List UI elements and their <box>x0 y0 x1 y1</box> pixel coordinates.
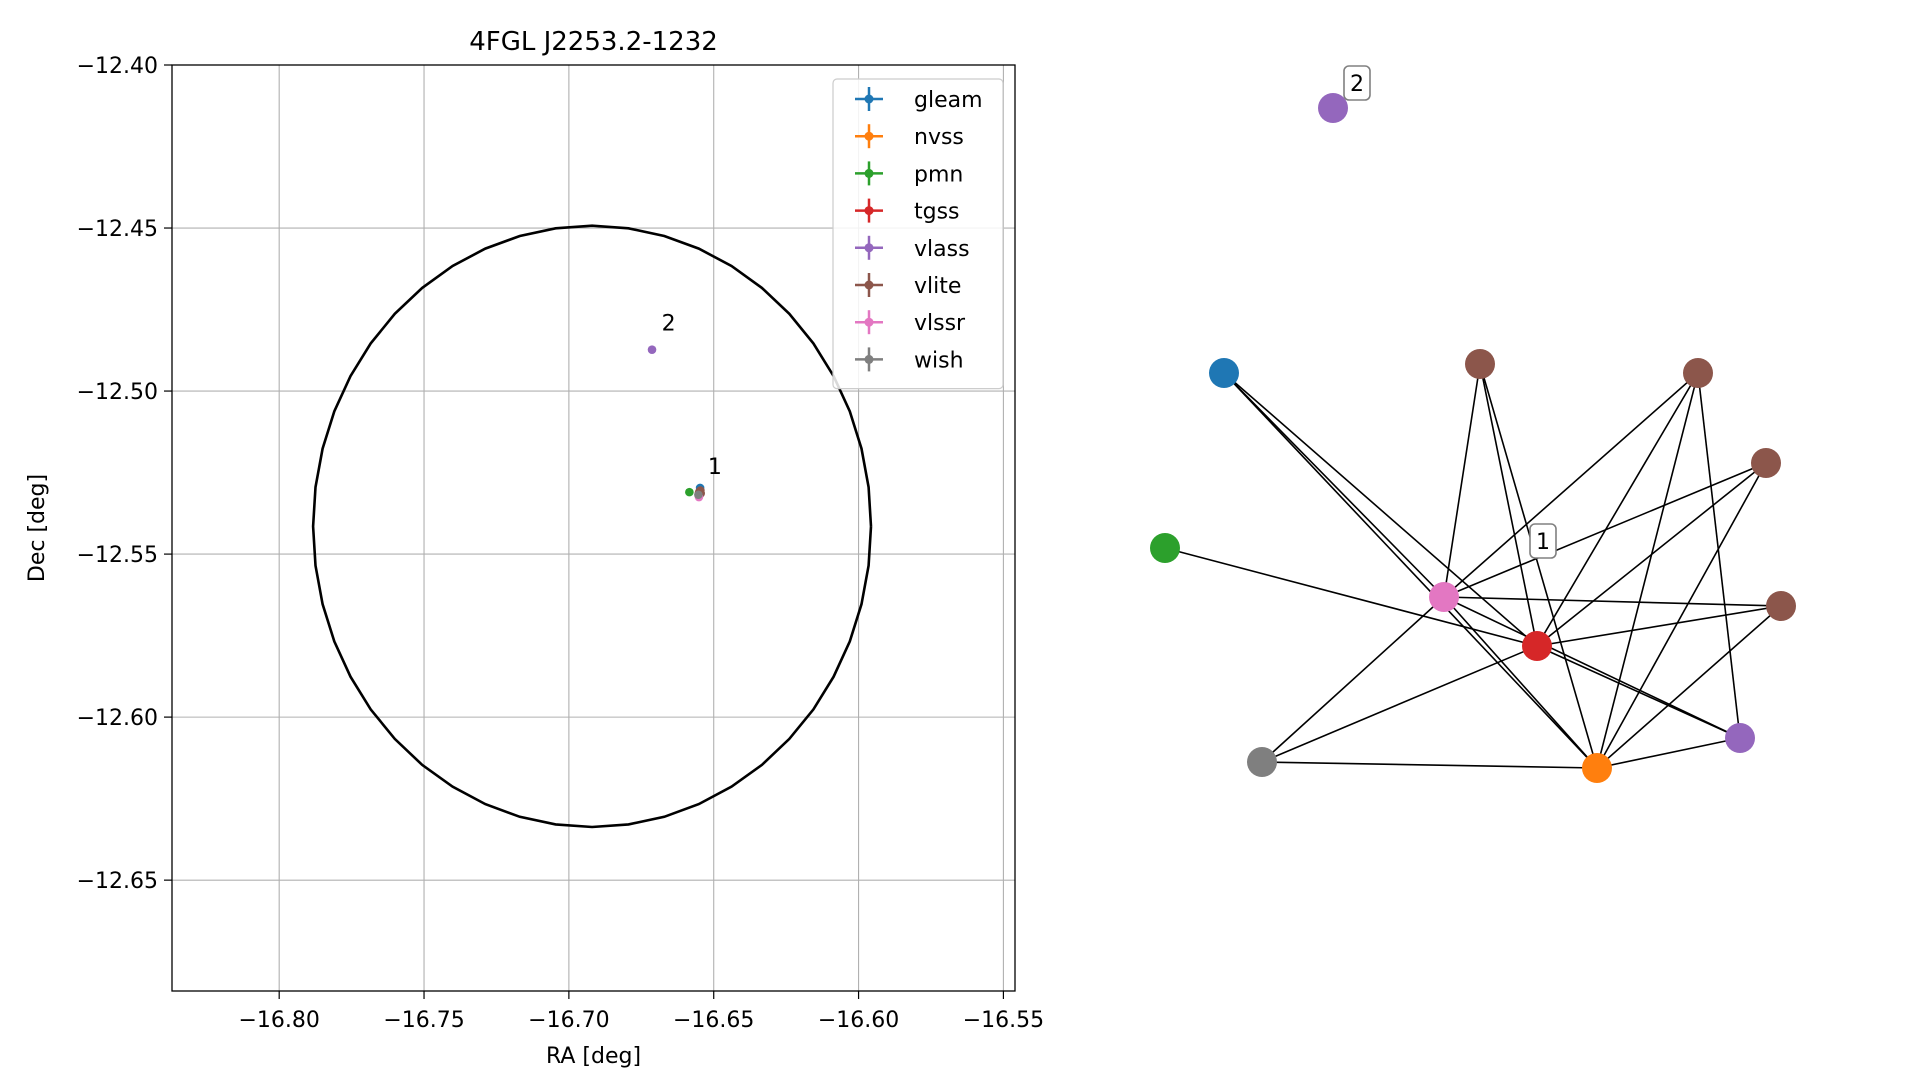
edge-vlssr-nvss <box>1443 596 1598 769</box>
legend-marker <box>864 168 874 178</box>
node-nvss <box>1582 753 1612 783</box>
network-label-text: 2 <box>1350 72 1364 97</box>
legend-label: vlssr <box>914 311 966 336</box>
ellipse-outline <box>311 224 873 829</box>
legend-entry-tgss: tgss <box>855 198 960 225</box>
legend-label: vlite <box>914 274 961 299</box>
edge-vlass_1-vlite_b <box>1697 372 1741 739</box>
annotation-label: 2 <box>662 312 676 337</box>
network-nodes <box>1150 93 1796 783</box>
network-edges <box>1164 363 1782 769</box>
edge-nvss-vlite_a <box>1479 363 1598 769</box>
legend-entry-vlass: vlass <box>855 235 970 262</box>
legend-marker <box>864 131 874 141</box>
legend-entry-nvss: nvss <box>855 124 964 150</box>
label-box-border <box>1343 65 1371 101</box>
legend-entry-vlssr: vlssr <box>855 310 966 336</box>
node-vlass_2 <box>1318 93 1348 123</box>
legend-label: nvss <box>914 125 964 150</box>
edge-nvss-vlite_c <box>1596 462 1767 769</box>
chart-title: 4FGL J2253.2-1232 <box>469 27 718 57</box>
edge-gleam-vlssr <box>1223 372 1445 598</box>
legend-label: pmn <box>914 162 963 187</box>
marker-pmn <box>685 487 694 497</box>
network-label-box: 2 <box>1343 65 1371 101</box>
legend-marker <box>864 206 874 216</box>
legend: gleam nvss pmn tgss vlass vlite vlssr wish <box>832 78 1004 390</box>
edge-gleam-nvss <box>1223 372 1598 769</box>
x-tick-label: −16.60 <box>818 1008 899 1033</box>
y-tick-label: −12.40 <box>77 54 158 79</box>
node-vlite_d <box>1766 591 1796 621</box>
marker-vlass <box>647 345 657 354</box>
edge-gleam-tgss <box>1223 372 1538 647</box>
node-wish <box>1247 747 1277 777</box>
edge-nvss-vlite_b <box>1596 372 1699 769</box>
edge-wish-tgss <box>1261 645 1538 763</box>
y-tick-label: −12.50 <box>77 380 158 405</box>
legend-label: tgss <box>914 200 960 225</box>
node-vlssr <box>1429 582 1459 612</box>
sky-position-plot: 12 −16.80 −16.75 −16.70 −16.65 −16.60 −16.55 … <box>25 27 1044 1069</box>
legend-marker <box>864 94 874 104</box>
plot-frame <box>171 64 1016 992</box>
legend-box <box>832 78 1004 390</box>
x-tick-label: −16.70 <box>528 1008 609 1033</box>
legend-marker <box>864 243 874 253</box>
edge-nvss-vlite_d <box>1596 605 1782 769</box>
legend-entry-wish: wish <box>855 347 964 373</box>
node-vlass_1 <box>1725 723 1755 753</box>
edge-pmn-tgss <box>1164 547 1538 647</box>
node-gleam <box>1209 358 1239 388</box>
edge-vlssr-vlite_b <box>1443 372 1699 598</box>
source-markers <box>647 345 705 502</box>
y-axis-label: Dec [deg] <box>25 474 50 582</box>
x-tick-label: −16.80 <box>238 1008 319 1033</box>
node-vlite_c <box>1751 448 1781 478</box>
edge-tgss-vlite_a <box>1479 363 1538 647</box>
label-box-border <box>1529 523 1557 559</box>
x-tick-label: −16.65 <box>673 1008 754 1033</box>
edge-vlssr-vlite_a <box>1443 363 1481 598</box>
y-axis-ticks: −12.40 −12.45 −12.50 −12.55 −12.60 −12.65 <box>77 54 172 894</box>
legend-label: gleam <box>914 88 983 113</box>
legend-marker <box>864 317 874 327</box>
y-tick-label: −12.65 <box>77 869 158 894</box>
node-vlite_b <box>1683 358 1713 388</box>
node-pmn <box>1150 533 1180 563</box>
legend-label: wish <box>914 348 964 373</box>
legend-entry-vlite: vlite <box>855 273 961 299</box>
legend-entry-pmn: pmn <box>855 161 963 187</box>
edge-wish-nvss <box>1261 761 1598 769</box>
y-tick-label: −12.60 <box>77 706 158 731</box>
network-label-box: 1 <box>1529 523 1557 559</box>
x-axis-ticks: −16.80 −16.75 −16.70 −16.65 −16.60 −16.55 <box>238 991 1044 1033</box>
y-tick-label: −12.55 <box>77 543 158 568</box>
legend-marker <box>864 354 874 364</box>
x-axis-label: RA [deg] <box>546 1044 641 1069</box>
x-tick-label: −16.55 <box>963 1008 1044 1033</box>
edge-vlssr-vlass_1 <box>1443 596 1741 739</box>
marker-wish <box>694 490 703 500</box>
edge-wish-vlssr <box>1261 596 1445 763</box>
node-tgss <box>1522 631 1552 661</box>
edge-tgss-vlite_b <box>1536 372 1699 647</box>
uncertainty-ellipse <box>311 224 873 829</box>
annotation-label: 1 <box>708 455 722 480</box>
edge-nvss-vlass_1 <box>1596 737 1741 769</box>
network-labels: 12 <box>1343 65 1557 559</box>
y-tick-label: −12.45 <box>77 217 158 242</box>
node-vlite_a <box>1465 349 1495 379</box>
legend-marker <box>864 280 874 290</box>
legend-entry-gleam: gleam <box>855 87 983 113</box>
legend-label: vlass <box>914 237 970 262</box>
match-network-graph: 12 <box>1150 65 1796 783</box>
network-label-text: 1 <box>1536 530 1550 555</box>
edge-tgss-vlite_d <box>1536 605 1782 647</box>
edge-vlssr-vlite_d <box>1443 596 1782 607</box>
source-annotations: 12 <box>662 312 722 480</box>
x-tick-label: −16.75 <box>383 1008 464 1033</box>
